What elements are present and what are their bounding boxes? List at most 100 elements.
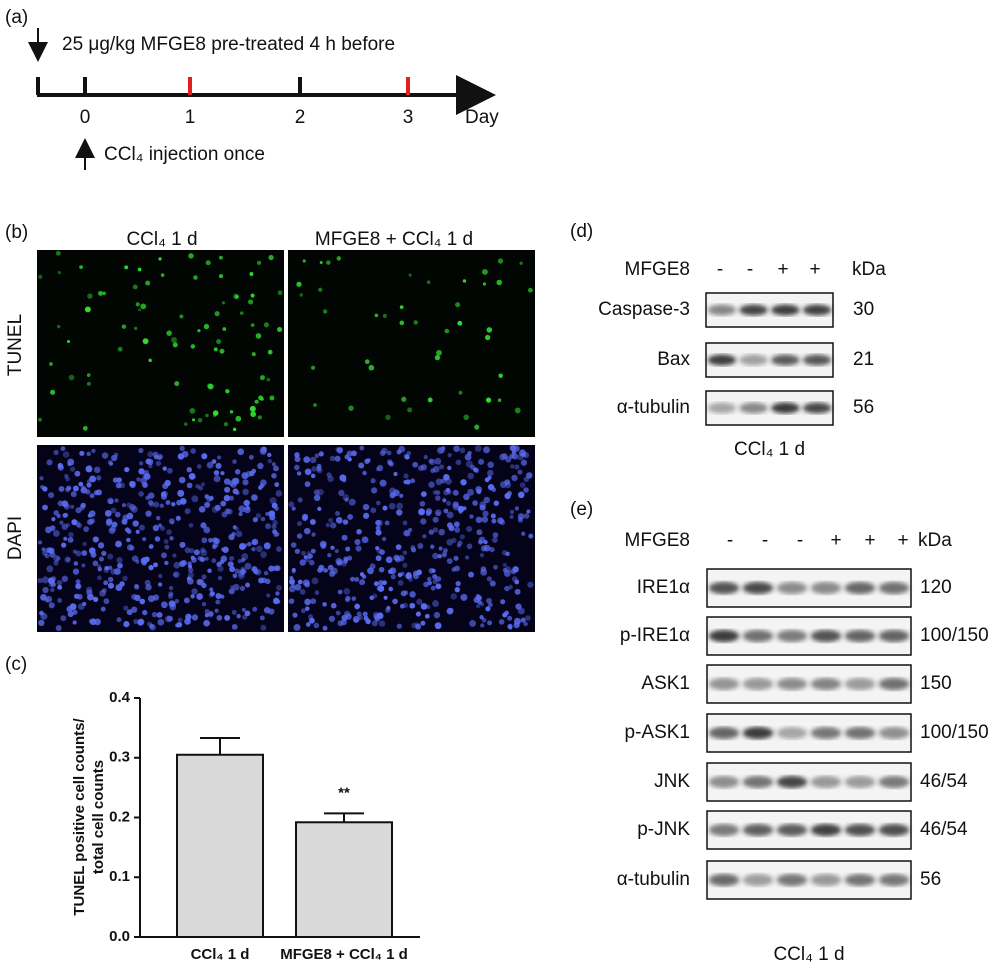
dapi-nucleus [327, 475, 334, 483]
dapi-nucleus [307, 553, 313, 559]
dapi-nucleus [372, 593, 378, 599]
dapi-nucleus [378, 579, 384, 586]
tunel-cell [142, 338, 149, 345]
dapi-nucleus [168, 600, 176, 608]
dapi-nucleus [107, 576, 114, 583]
dapi-nucleus [481, 618, 487, 623]
blot-band [742, 581, 774, 595]
dapi-nucleus [489, 546, 495, 553]
dapi-nucleus [177, 617, 183, 623]
dapi-nucleus [155, 460, 162, 467]
dapi-nucleus [114, 511, 121, 518]
dapi-nucleus [412, 461, 419, 468]
dapi-nucleus [351, 596, 357, 601]
day-label: 1 [185, 107, 196, 128]
dapi-nucleus [452, 503, 460, 511]
dapi-nucleus [389, 487, 397, 495]
dapi-nucleus [452, 501, 459, 508]
dapi-nucleus [42, 550, 48, 556]
dapi-nucleus [464, 555, 470, 560]
dapi-nucleus [420, 518, 427, 525]
kda-label: 100/150 [920, 722, 989, 743]
dapi-nucleus [410, 478, 416, 484]
dapi-nucleus [134, 583, 139, 588]
dapi-nucleus [403, 473, 409, 479]
dapi-nucleus [396, 502, 404, 510]
dapi-nucleus [372, 611, 380, 619]
dapi-nucleus [255, 513, 261, 519]
dapi-nucleus [322, 602, 327, 607]
dapi-nucleus [176, 499, 182, 506]
blot-band [810, 823, 842, 837]
dapi-nucleus [467, 472, 475, 480]
dapi-nucleus [238, 505, 246, 513]
tunel-cell [474, 424, 480, 430]
tunel-cell [426, 280, 431, 285]
dapi-nucleus [432, 516, 439, 523]
dapi-nucleus [294, 456, 301, 463]
blot-band [708, 677, 740, 691]
dapi-nucleus [423, 454, 428, 460]
dapi-nucleus [428, 458, 434, 464]
dapi-nucleus [81, 563, 86, 568]
dapi-nucleus [239, 568, 246, 575]
dapi-nucleus [146, 458, 154, 466]
blot-band [708, 823, 740, 837]
blot-band [802, 354, 832, 366]
tunel-cell [179, 314, 184, 319]
tunel-cell [222, 327, 227, 331]
dapi-nucleus [441, 551, 448, 557]
tunel-cell [486, 327, 493, 333]
dapi-nucleus [204, 613, 209, 618]
dapi-nucleus [101, 452, 109, 459]
tunel-cell [145, 280, 151, 286]
protein-label: α-tubulin [617, 869, 690, 890]
tunel-cell [302, 259, 306, 263]
y-tick-label: 0.0 [109, 928, 130, 945]
dapi-nucleus [230, 481, 237, 488]
dapi-nucleus [242, 488, 249, 496]
dapi-nucleus [328, 615, 336, 622]
dapi-nucleus [294, 548, 301, 554]
dapi-nucleus [70, 504, 75, 509]
dapi-nucleus [229, 555, 235, 562]
dapi-nucleus [506, 490, 512, 497]
dapi-nucleus [504, 585, 510, 592]
tunel-cell [250, 411, 257, 418]
tunel-cell [84, 306, 91, 313]
dapi-nucleus [178, 476, 186, 484]
dapi-nucleus [337, 589, 343, 595]
dapi-nucleus [269, 514, 276, 521]
dapi-nucleus [343, 556, 349, 562]
tunel-cell [225, 389, 230, 394]
dapi-nucleus [200, 482, 205, 487]
dapi-nucleus [486, 597, 492, 604]
dapi-nucleus [239, 543, 246, 550]
dapi-nucleus [232, 459, 237, 464]
dapi-nucleus [232, 477, 237, 483]
tunel-cell [248, 299, 254, 305]
day-unit: Day [465, 107, 499, 128]
dapi-nucleus [147, 492, 155, 499]
dapi-nucleus [107, 497, 114, 505]
dapi-nucleus [251, 494, 258, 501]
dapi-nucleus [234, 568, 241, 574]
dapi-nucleus [215, 592, 222, 600]
dapi-nucleus [38, 619, 45, 627]
dapi-nucleus [252, 606, 258, 612]
dapi-nucleus [371, 620, 378, 627]
dapi-nucleus [70, 466, 76, 472]
dapi-nucleus [328, 518, 334, 523]
dapi-nucleus [441, 552, 447, 558]
dapi-nucleus [479, 504, 486, 511]
tunel-cell [49, 362, 53, 366]
kda-label: 30 [853, 299, 874, 320]
dapi-nucleus [115, 540, 122, 548]
dapi-nucleus [507, 623, 513, 630]
dapi-nucleus [271, 472, 277, 479]
dapi-nucleus [235, 490, 240, 495]
protein-label: Bax [657, 349, 690, 370]
dapi-nucleus [57, 500, 64, 507]
dapi-nucleus [154, 536, 161, 542]
dapi-nucleus [148, 501, 155, 507]
